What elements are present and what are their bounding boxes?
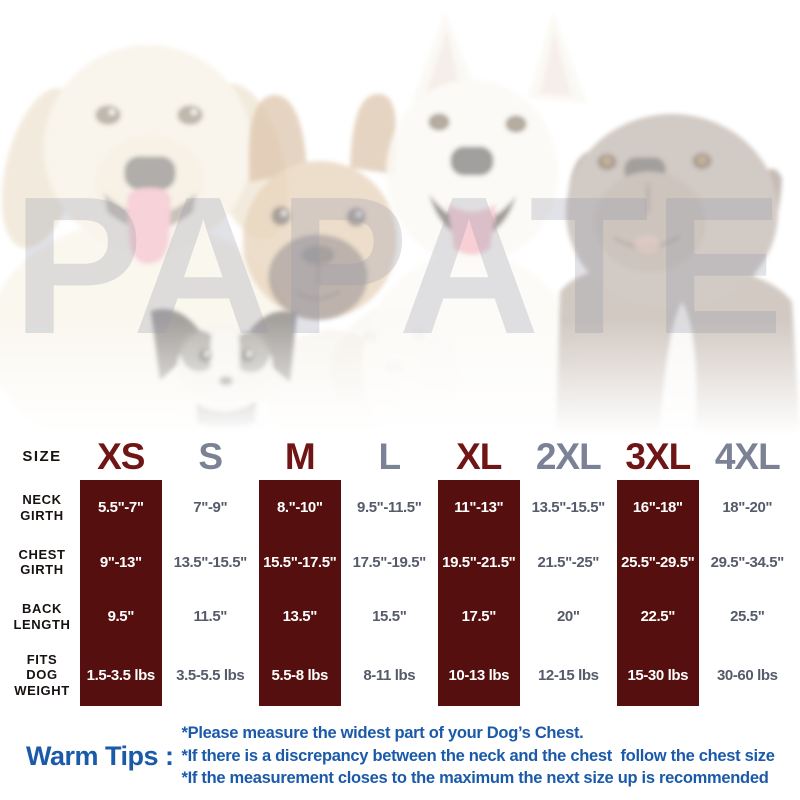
chest-girth-value: 25.5"-29.5" <box>621 553 695 571</box>
back-length-value: 11.5" <box>193 608 228 625</box>
size-column-body: 16"-18" 25.5"-29.5" 22.5" 15-30 lbs <box>617 480 699 706</box>
size-column-l: L 9.5"-11.5" 17.5"-19.5" 15.5" 8-11 lbs <box>345 433 435 706</box>
row-label-column: SIZE NECK GIRTH CHEST GIRTH BACK LENGTH … <box>8 433 76 706</box>
row-label-chest-girth: CHEST GIRTH <box>18 546 66 577</box>
dog-weight-value: 1.5-3.5 lbs <box>86 666 156 684</box>
size-column-body: 9.5"-11.5" 17.5"-19.5" 15.5" 8-11 lbs <box>349 480 431 706</box>
size-column-2xl: 2XL 13.5"-15.5" 21.5"-25" 20" 12-15 lbs <box>524 433 614 706</box>
dog-collage <box>0 12 800 435</box>
row-label-fits-dog-weight: FITS DOG WEIGHT <box>14 652 70 698</box>
neck-girth-value: 5.5"-7" <box>97 499 144 516</box>
warm-tips-lines: *Please measure the widest part of your … <box>182 722 775 790</box>
back-length-value: 9.5" <box>107 608 135 625</box>
size-corner-label: SIZE <box>22 448 62 465</box>
back-length-value: 25.5" <box>730 608 765 625</box>
size-column-body: 8."-10" 15.5"-17.5" 13.5" 5.5-8 lbs <box>259 480 341 706</box>
chest-girth-value: 21.5"-25" <box>537 553 600 571</box>
dog-weight-value: 5.5-8 lbs <box>271 666 329 684</box>
neck-girth-value: 11"-13" <box>454 499 504 516</box>
warm-tips-label: Warm Tips : <box>26 740 174 771</box>
dog-weight-value: 12-15 lbs <box>537 666 599 684</box>
size-header: 3XL <box>625 435 691 477</box>
back-length-value: 15.5" <box>372 608 407 625</box>
warm-tips-section: Warm Tips : *Please measure the widest p… <box>8 712 796 800</box>
back-length-value: 20" <box>556 608 580 625</box>
size-header: L <box>378 435 401 477</box>
size-header: 4XL <box>714 435 781 477</box>
size-column-xs: XS 5.5"-7" 9"-13" 9.5" 1.5-3.5 lbs <box>76 433 166 706</box>
chest-girth-value: 17.5"-19.5" <box>352 553 427 571</box>
chest-girth-value: 19.5"-21.5" <box>442 553 516 571</box>
size-column-m: M 8."-10" 15.5"-17.5" 13.5" 5.5-8 lbs <box>255 433 345 706</box>
dog-weight-value: 30-60 lbs <box>716 666 778 684</box>
chest-girth-value: 13.5"-15.5" <box>173 553 248 571</box>
back-length-value: 13.5" <box>282 608 318 625</box>
row-label-back-length: BACK LENGTH <box>13 601 71 632</box>
size-header: 2XL <box>535 435 602 477</box>
size-column-body: 13.5"-15.5" 21.5"-25" 20" 12-15 lbs <box>528 480 610 706</box>
neck-girth-value: 16"-18" <box>632 499 683 516</box>
back-length-value: 22.5" <box>640 608 676 625</box>
size-column-body: 18"-20" 29.5"-34.5" 25.5" 30-60 lbs <box>707 480 789 706</box>
size-header: XS <box>97 435 145 477</box>
chest-girth-value: 15.5"-17.5" <box>263 553 337 571</box>
size-column-3xl: 3XL 16"-18" 25.5"-29.5" 22.5" 15-30 lbs <box>613 433 703 706</box>
neck-girth-value: 9.5"-11.5" <box>357 499 422 516</box>
warm-tip-line: *If there is a discrepancy between the n… <box>181 746 775 765</box>
row-label-neck-girth: NECK GIRTH <box>20 492 64 523</box>
dog-weight-value: 3.5-5.5 lbs <box>176 666 245 684</box>
neck-girth-value: 13.5"-15.5" <box>531 499 606 516</box>
size-table: SIZE NECK GIRTH CHEST GIRTH BACK LENGTH … <box>8 433 792 706</box>
dog-weight-value: 8-11 lbs <box>363 666 416 684</box>
size-column-s: S 7"-9" 13.5"-15.5" 11.5" 3.5-5.5 lbs <box>166 433 256 706</box>
dog-weight-value: 15-30 lbs <box>627 666 689 684</box>
warm-tip-line: *If the measurement closes to the maximu… <box>181 769 769 788</box>
neck-girth-value: 18"-20" <box>722 499 773 516</box>
size-column-4xl: 4XL 18"-20" 29.5"-34.5" 25.5" 30-60 lbs <box>703 433 793 706</box>
size-column-body: 11"-13" 19.5"-21.5" 17.5" 10-13 lbs <box>438 480 520 706</box>
size-header: M <box>284 435 316 477</box>
warm-tip-line: *Please measure the widest part of your … <box>181 723 584 742</box>
dog-weight-value: 10-13 lbs <box>448 666 510 684</box>
bottom-fade <box>0 320 800 435</box>
chest-girth-value: 29.5"-34.5" <box>710 553 785 571</box>
size-column-body: 7"-9" 13.5"-15.5" 11.5" 3.5-5.5 lbs <box>170 480 252 706</box>
neck-girth-value: 8."-10" <box>276 499 323 516</box>
neck-girth-value: 7"-9" <box>193 499 228 516</box>
size-header: S <box>198 435 223 477</box>
size-column-xl: XL 11"-13" 19.5"-21.5" 17.5" 10-13 lbs <box>434 433 524 706</box>
size-column-body: 5.5"-7" 9"-13" 9.5" 1.5-3.5 lbs <box>80 480 162 706</box>
chest-girth-value: 9"-13" <box>99 553 142 571</box>
back-length-value: 17.5" <box>461 608 497 625</box>
size-header: XL <box>456 435 502 477</box>
